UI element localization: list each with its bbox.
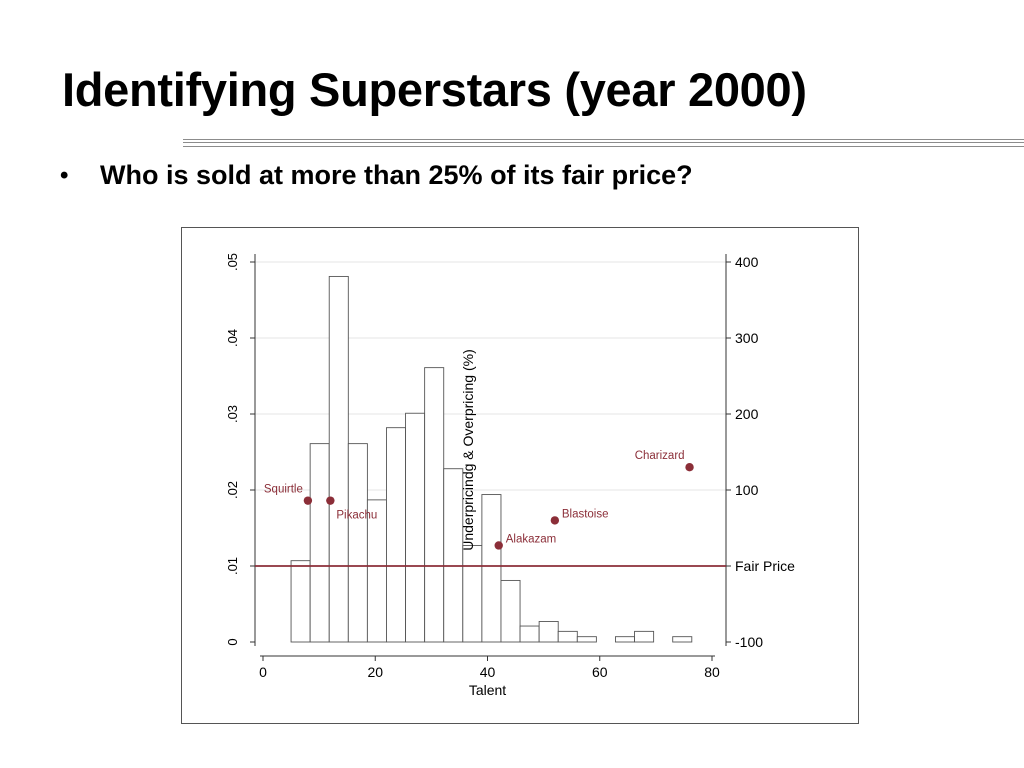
x-tick-label: 60 (592, 664, 608, 680)
y-right-tick-label: 100 (735, 482, 759, 498)
histogram-bar (347, 443, 368, 643)
chart-frame: 0.01.02.03.04.05 -100 Fair Price 100 200 300 4… (181, 227, 859, 724)
y-right-tick-label: 400 (735, 254, 759, 270)
title-divider (183, 139, 1024, 147)
slide-title: Identifying Superstars (year 2000) (62, 63, 807, 116)
histogram-bar (424, 367, 445, 643)
point-blastoise (550, 516, 560, 525)
histogram-bar (576, 636, 597, 643)
x-axis-title: Talent (469, 682, 506, 698)
y-left-tick-label: .01 (225, 557, 240, 575)
point-pikachu (326, 496, 335, 505)
x-tick-label: 80 (704, 664, 720, 680)
point-charizard (685, 463, 694, 472)
y-left-tick-label: 0 (225, 638, 240, 645)
y-left-tick-label: .03 (225, 405, 240, 423)
histogram-bar (386, 427, 407, 643)
histogram-bar (328, 275, 349, 643)
point-label-blastoise: Blastoise (562, 508, 609, 520)
y-right-tick-label: 200 (735, 406, 759, 422)
point-squirtle (303, 496, 313, 505)
point-label-pikachu: Pikachu (336, 510, 377, 522)
histogram-bar (500, 579, 521, 643)
point-label-squirtle: Squirtle (264, 484, 303, 496)
histogram-bar (538, 621, 559, 643)
x-tick-label: 40 (480, 664, 496, 680)
histogram-bar (519, 625, 540, 643)
histogram-bar (309, 443, 330, 643)
bullet-item: • Who is sold at more than 25% of its fa… (60, 160, 693, 191)
y-right-axis-title: Underpricindg & Overpricing (%) (460, 349, 476, 551)
point-label-charizard: Charizard (635, 450, 685, 462)
bullet-icon: • (60, 161, 69, 189)
y-right-tick-label: Fair Price (735, 558, 795, 574)
histogram-bar (290, 560, 311, 643)
y-right-tick-label: -100 (735, 634, 763, 650)
histogram-bar (481, 494, 502, 643)
histogram-bar (672, 636, 693, 643)
y-left-tick-label: .04 (225, 329, 240, 347)
point-alakazam (494, 541, 503, 550)
bullet-text: Who is sold at more than 25% of its fair… (100, 160, 693, 190)
histogram-bar (557, 630, 578, 643)
y-left-tick-label: .05 (225, 253, 240, 271)
y-right-tick-label: 300 (735, 330, 759, 346)
histogram-bar (405, 412, 426, 643)
histogram-bar (615, 636, 635, 643)
x-tick-label: 0 (259, 664, 267, 680)
histogram-bar (634, 630, 655, 643)
histogram-bar (462, 545, 483, 643)
point-label-alakazam: Alakazam (506, 533, 556, 545)
y-left-tick-label: .02 (225, 481, 240, 499)
x-tick-label: 20 (367, 664, 383, 680)
